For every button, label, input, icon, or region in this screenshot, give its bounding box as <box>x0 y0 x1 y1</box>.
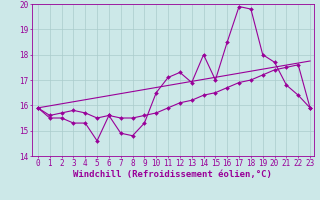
X-axis label: Windchill (Refroidissement éolien,°C): Windchill (Refroidissement éolien,°C) <box>73 170 272 179</box>
